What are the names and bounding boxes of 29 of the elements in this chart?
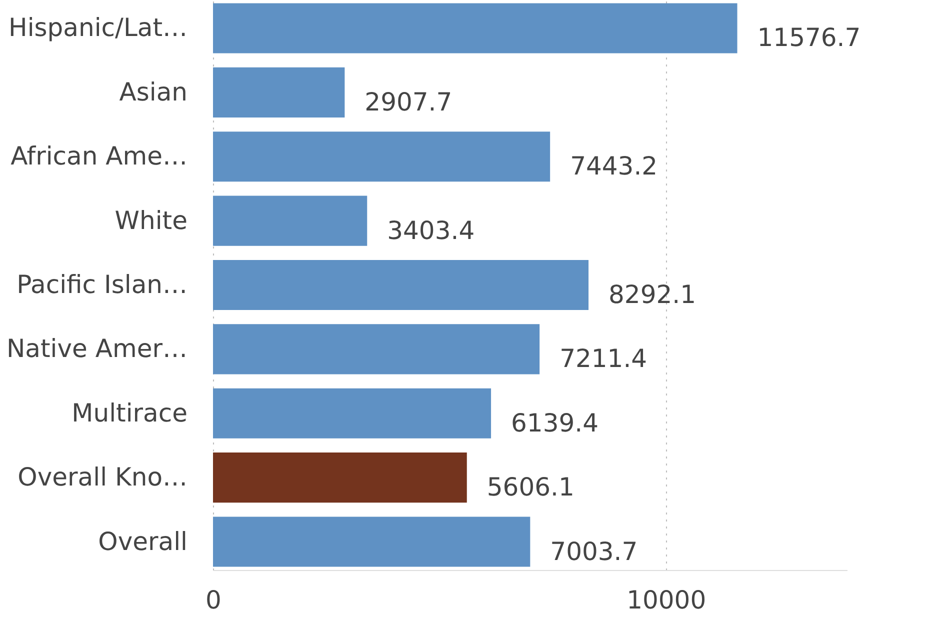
bar: [213, 67, 345, 118]
data-label: 11576.7: [757, 23, 861, 52]
bar: [213, 196, 368, 246]
bar: [213, 388, 492, 438]
x-tick-label: 10000: [626, 586, 706, 614]
y-tick-label: Overall: [98, 526, 188, 556]
y-tick-label: Pacific Islan…: [16, 270, 188, 299]
data-label: 7211.4: [560, 344, 648, 374]
data-label: 2907.7: [364, 87, 452, 116]
bar: [213, 260, 589, 310]
y-tick-label: Hispanic/Lat…: [8, 13, 188, 42]
x-tick-label: 0: [206, 586, 222, 614]
data-label: 7003.7: [550, 536, 638, 566]
y-tick-label: Asian: [119, 77, 188, 106]
bar: [213, 132, 550, 182]
bar: [213, 516, 530, 567]
bar: [213, 452, 467, 503]
data-label: 8292.1: [608, 280, 696, 309]
y-tick-label: Multirace: [72, 398, 188, 428]
data-label: 5606.1: [486, 472, 574, 502]
y-tick-label: Overall Kno…: [18, 462, 188, 492]
data-label: 6139.4: [511, 408, 599, 438]
bar: [213, 324, 540, 374]
bar: [213, 3, 738, 54]
data-label: 3403.4: [387, 216, 475, 245]
data-label: 7443.2: [570, 152, 658, 181]
y-tick-label: Native Amer…: [6, 334, 188, 364]
y-tick-label: African Ame…: [10, 142, 188, 171]
y-tick-label: White: [114, 206, 188, 235]
